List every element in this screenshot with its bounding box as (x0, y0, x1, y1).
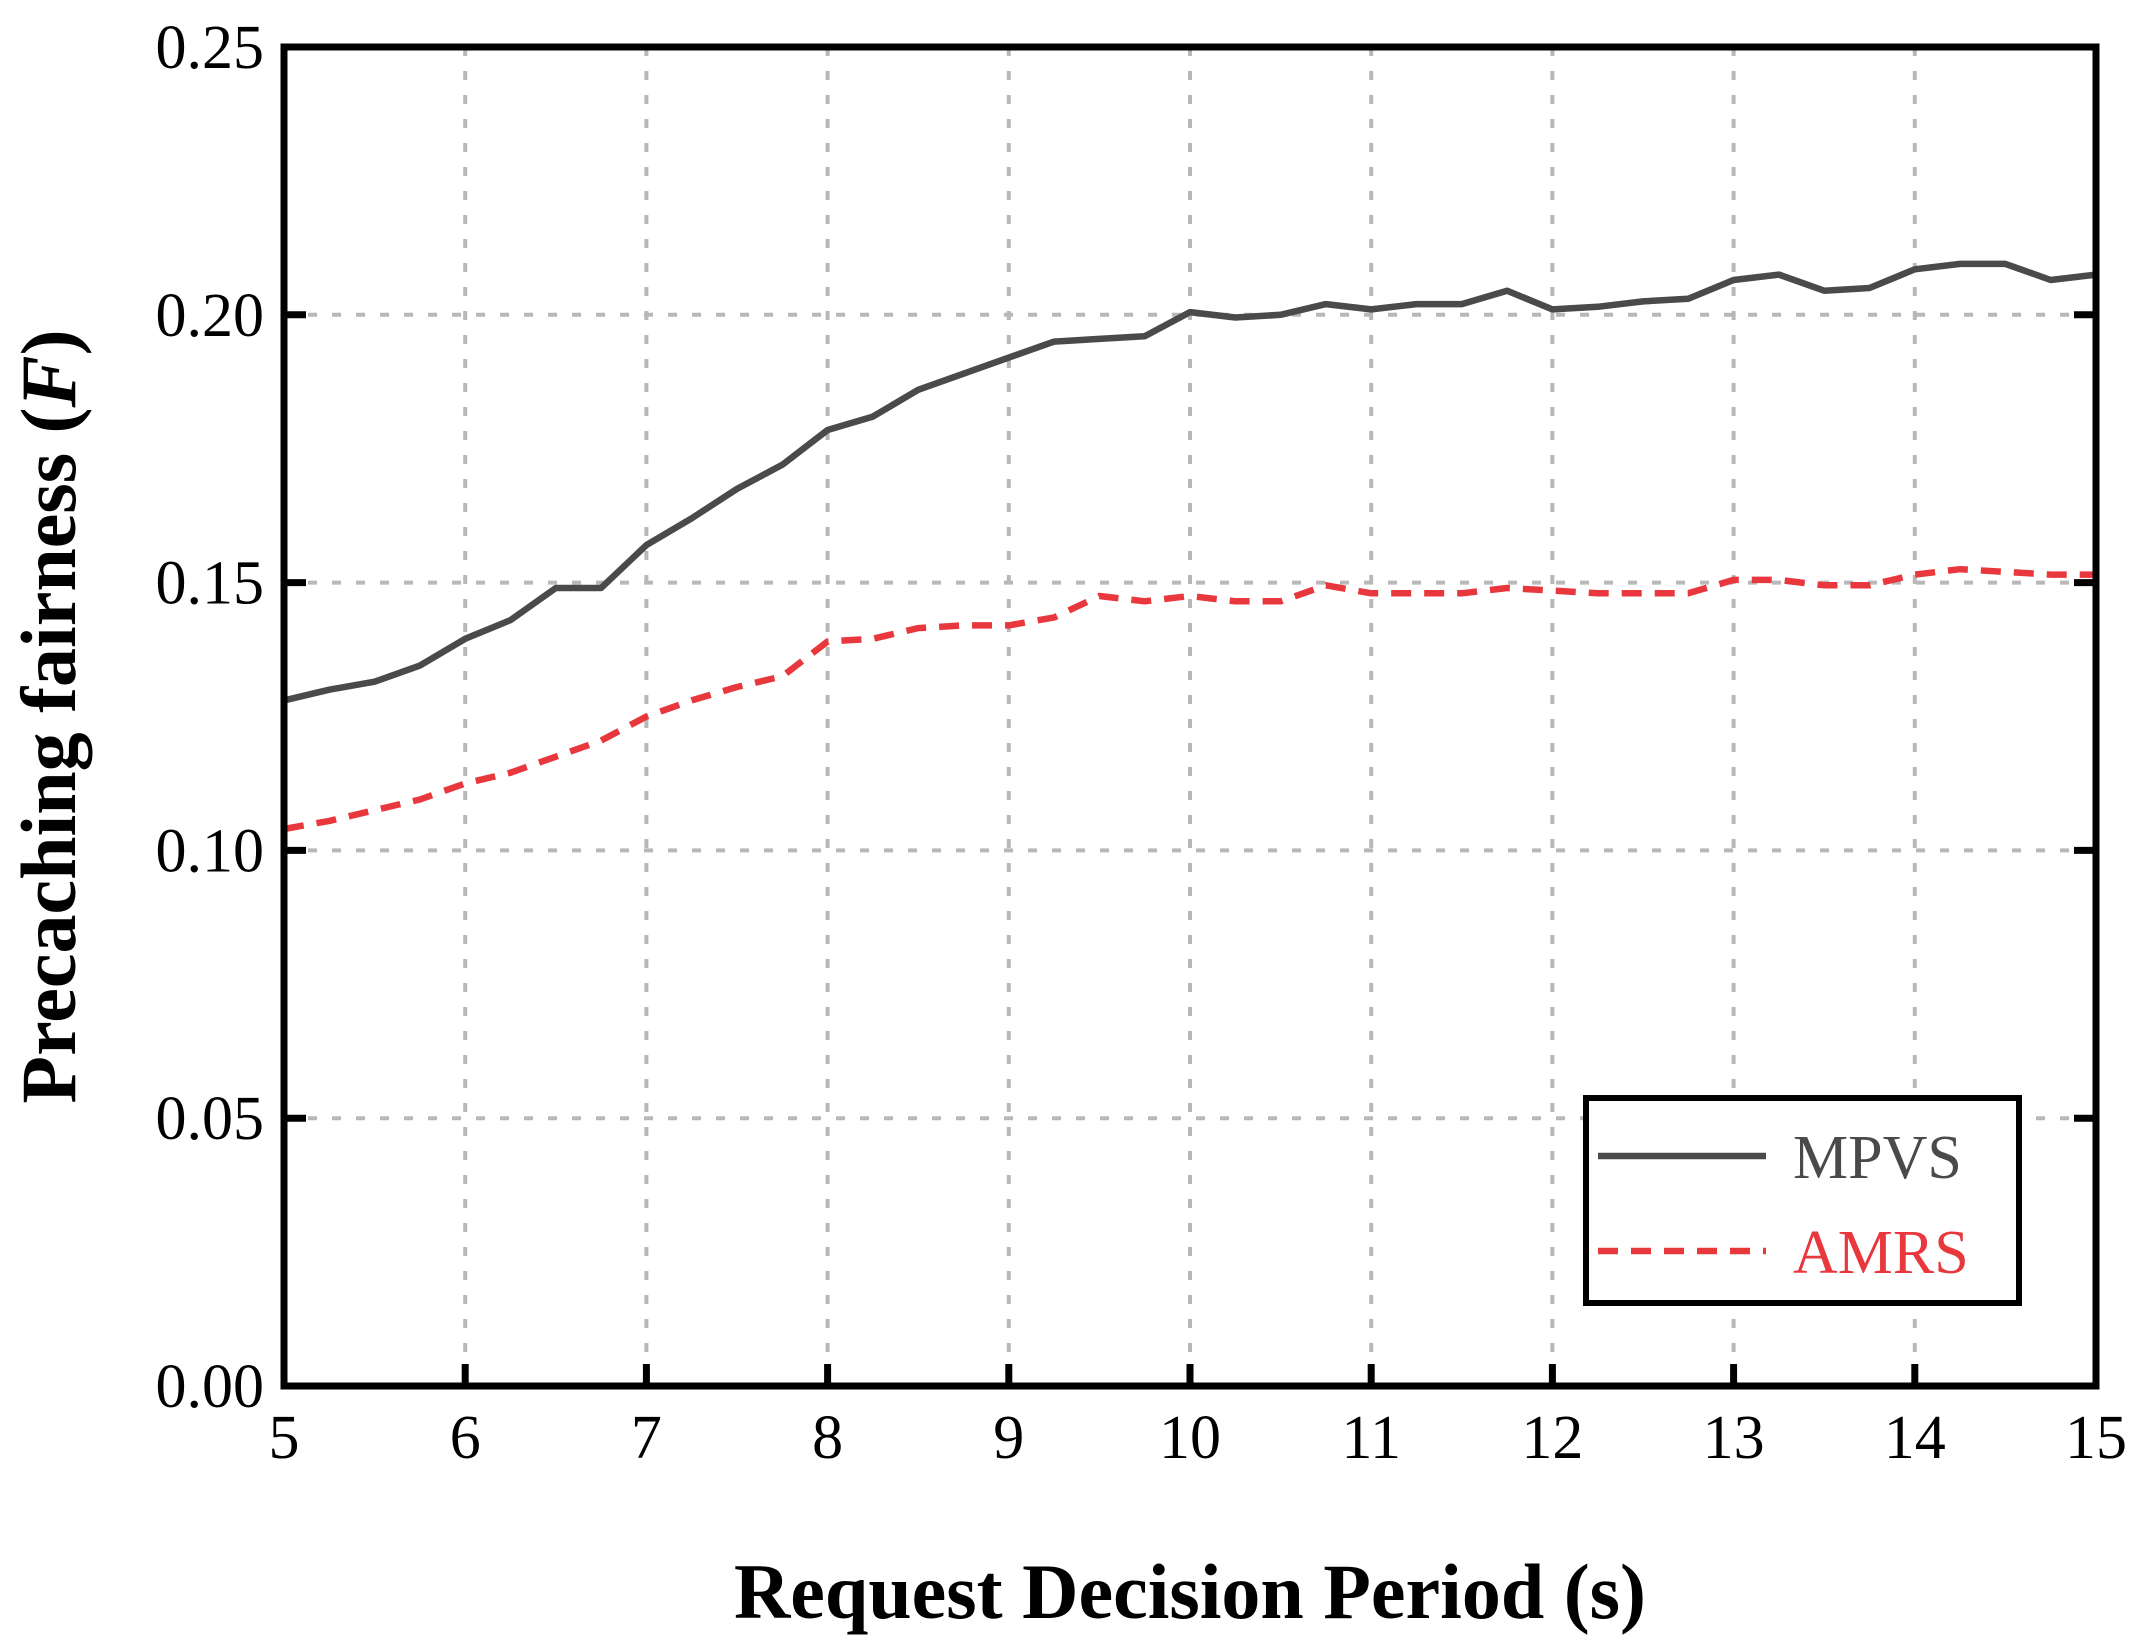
x-axis-title: Request Decision Period (s) (734, 1548, 1646, 1635)
y-tick-label-0.20: 0.20 (156, 282, 265, 350)
legend-label-amrs: AMRS (1793, 1219, 1969, 1287)
x-tick-label-7: 7 (631, 1404, 662, 1472)
x-tick-label-13: 13 (1703, 1404, 1765, 1472)
x-tick-label-15: 15 (2065, 1404, 2127, 1472)
tick-labels: 5 6 7 8 9 10 11 12 13 14 15 0.00 0.05 0.10 0.15 0.20 0.2… (156, 14, 2128, 1472)
x-tick-label-11: 11 (1341, 1404, 1401, 1472)
x-tick-label-5: 5 (269, 1404, 300, 1472)
x-tick-label-6: 6 (450, 1404, 481, 1472)
legend: MPVS AMRS (1583, 1095, 2022, 1306)
y-tick-label-0.05: 0.05 (156, 1085, 265, 1153)
y-tick-label-0.25: 0.25 (156, 14, 265, 82)
legend-label-mpvs: MPVS (1793, 1124, 1962, 1192)
series-line-amrs (283, 565, 2096, 833)
series-lines (283, 260, 2097, 833)
x-tick-label-14: 14 (1884, 1404, 1946, 1472)
x-tick-label-12: 12 (1521, 1404, 1583, 1472)
y-axis-title-main: Precaching fairness ( (5, 407, 92, 1103)
x-tick-label-10: 10 (1159, 1404, 1221, 1472)
y-tick-label-0.10: 0.10 (156, 817, 265, 885)
legend-box (1583, 1095, 2022, 1306)
axis-ticks (280, 43, 2100, 1390)
x-tick-label-9: 9 (993, 1404, 1024, 1472)
y-axis-title-close: ) (5, 329, 92, 355)
y-axis-title-variable: F (5, 355, 92, 408)
y-tick-label-0.00: 0.00 (156, 1353, 265, 1421)
x-tick-label-8: 8 (812, 1404, 843, 1472)
y-axis-title: Precaching fairness (F) (5, 329, 92, 1103)
series-line-mpvs (283, 260, 2097, 704)
y-tick-label-0.15: 0.15 (156, 550, 265, 618)
